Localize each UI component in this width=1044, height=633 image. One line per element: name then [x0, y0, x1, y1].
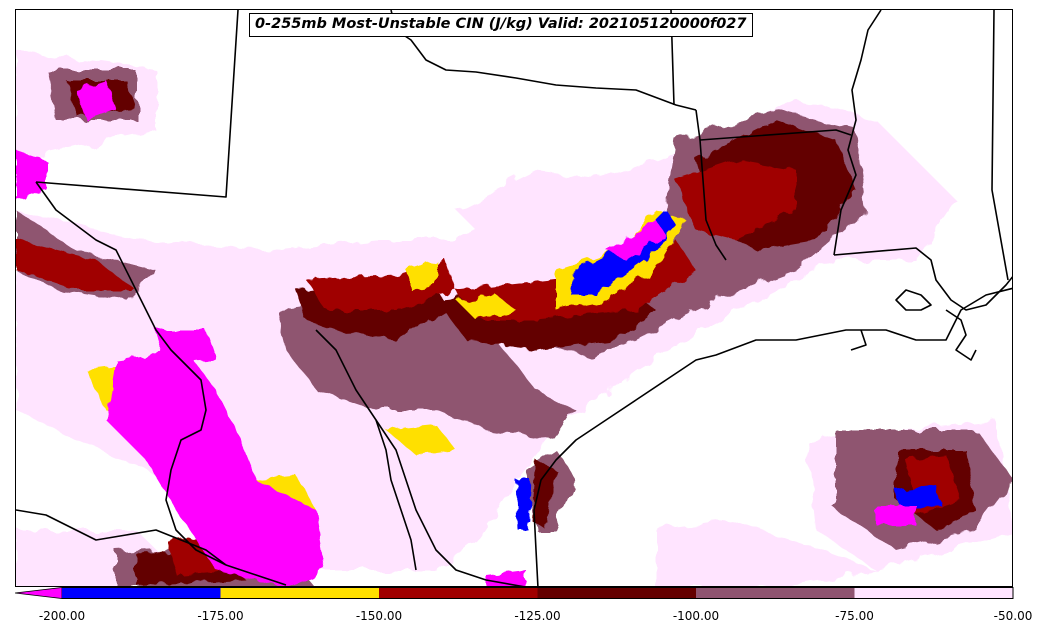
colorbar-bin: [537, 587, 696, 599]
colorbar-bin: [854, 587, 1013, 599]
colorbar-tick-label: -75.00: [835, 609, 874, 623]
colorbar-bin: [379, 587, 538, 599]
colorbar-tick-label: -100.00: [672, 609, 720, 623]
colorbar-extend-triangle: [15, 587, 63, 599]
colorbar-bin: [62, 587, 221, 599]
map-panel: [15, 9, 1013, 587]
cin-field-magenta: [16, 80, 916, 586]
colorbar-bin: [696, 587, 855, 599]
colorbar-tick-label: -125.00: [514, 609, 561, 623]
colorbar-tick-label: -150.00: [355, 609, 403, 623]
colorbar: [15, 587, 1014, 599]
map-title: 0-255mb Most-Unstable CIN (J/kg) Valid: …: [249, 13, 753, 37]
colorbar-tick-label: -175.00: [197, 609, 244, 623]
colorbar-tick-label: -50.00: [993, 609, 1033, 623]
boundaries: [16, 10, 1012, 586]
colorbar-tick-label: -200.00: [38, 609, 86, 623]
colorbar-bin: [220, 587, 379, 599]
cin-map: [16, 10, 1012, 586]
